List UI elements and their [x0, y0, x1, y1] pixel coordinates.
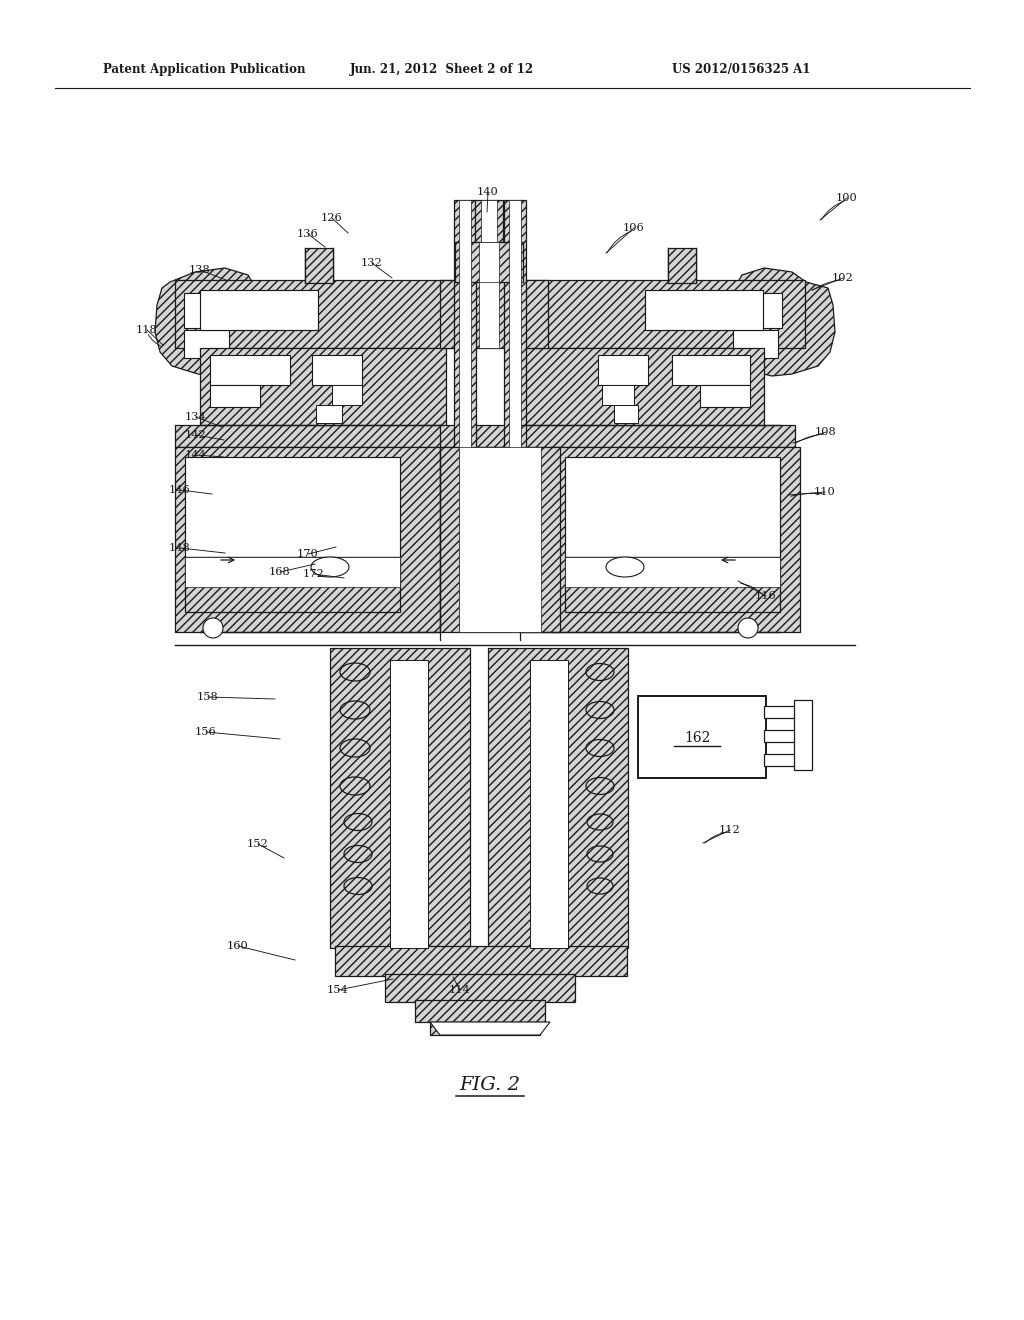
Text: 102: 102: [833, 273, 854, 282]
Text: Patent Application Publication: Patent Application Publication: [103, 63, 305, 77]
Bar: [316, 405, 342, 422]
Text: 152: 152: [247, 840, 269, 849]
Text: 106: 106: [624, 223, 645, 234]
Text: 108: 108: [815, 426, 837, 437]
Bar: [430, 1022, 540, 1035]
Bar: [335, 946, 627, 975]
Text: 118: 118: [136, 325, 158, 335]
Bar: [602, 385, 634, 405]
Bar: [645, 290, 763, 330]
Bar: [185, 557, 400, 612]
Bar: [550, 447, 800, 632]
Bar: [520, 348, 764, 426]
Text: 162: 162: [685, 731, 712, 744]
Bar: [440, 280, 548, 348]
Bar: [565, 457, 780, 557]
Circle shape: [203, 618, 223, 638]
Text: 156: 156: [196, 727, 217, 737]
Bar: [175, 447, 440, 632]
Bar: [733, 330, 778, 358]
Bar: [330, 648, 470, 948]
Bar: [481, 201, 497, 242]
Text: FIG. 2: FIG. 2: [460, 1076, 520, 1094]
Bar: [184, 330, 229, 358]
Text: 170: 170: [297, 549, 318, 558]
Polygon shape: [430, 1022, 550, 1035]
Text: 154: 154: [327, 985, 349, 995]
Text: 132: 132: [361, 257, 383, 268]
Text: 142: 142: [185, 430, 207, 440]
Bar: [565, 557, 780, 587]
Text: 172: 172: [303, 569, 325, 579]
Bar: [332, 385, 362, 405]
Bar: [614, 405, 638, 422]
Bar: [455, 242, 523, 282]
Bar: [764, 754, 798, 766]
Text: 100: 100: [837, 193, 858, 203]
Text: 140: 140: [477, 187, 499, 197]
Bar: [509, 201, 521, 630]
Bar: [440, 447, 560, 632]
Bar: [520, 280, 805, 348]
Bar: [668, 248, 696, 282]
Text: 136: 136: [297, 228, 318, 239]
Bar: [185, 457, 400, 557]
Text: 116: 116: [755, 591, 777, 601]
Bar: [479, 280, 499, 348]
Bar: [672, 355, 750, 385]
Bar: [638, 696, 766, 777]
Text: US 2012/0156325 A1: US 2012/0156325 A1: [672, 63, 810, 77]
Text: 160: 160: [227, 941, 249, 950]
Bar: [210, 355, 290, 385]
Bar: [385, 974, 575, 1002]
Bar: [475, 201, 503, 242]
Bar: [504, 201, 526, 630]
Circle shape: [738, 618, 758, 638]
Text: 144: 144: [185, 450, 207, 459]
Bar: [700, 385, 750, 407]
Text: 134: 134: [185, 412, 207, 422]
Bar: [565, 557, 780, 612]
Bar: [184, 293, 246, 327]
Bar: [200, 290, 318, 330]
Bar: [312, 355, 362, 385]
Bar: [390, 660, 428, 948]
Bar: [764, 706, 798, 718]
Bar: [185, 557, 400, 587]
Ellipse shape: [606, 557, 644, 577]
Bar: [454, 201, 476, 630]
Text: 146: 146: [169, 484, 190, 495]
Bar: [720, 293, 782, 327]
Bar: [200, 348, 446, 426]
Bar: [175, 425, 795, 447]
Polygon shape: [155, 268, 258, 376]
Bar: [459, 447, 541, 632]
Bar: [305, 248, 333, 282]
Bar: [530, 660, 568, 948]
Text: 114: 114: [450, 985, 471, 995]
Bar: [459, 201, 471, 630]
Ellipse shape: [311, 557, 349, 577]
Text: 110: 110: [814, 487, 836, 498]
Polygon shape: [732, 268, 835, 376]
Text: 126: 126: [322, 213, 343, 223]
Bar: [794, 700, 812, 770]
Text: 148: 148: [169, 543, 190, 553]
Bar: [488, 648, 628, 948]
Text: 138: 138: [189, 265, 211, 275]
Bar: [764, 730, 798, 742]
Bar: [598, 355, 648, 385]
Text: Jun. 21, 2012  Sheet 2 of 12: Jun. 21, 2012 Sheet 2 of 12: [350, 63, 535, 77]
Bar: [415, 1001, 545, 1022]
Bar: [479, 242, 499, 282]
Text: 158: 158: [198, 692, 219, 702]
Text: 168: 168: [269, 568, 291, 577]
Bar: [210, 385, 260, 407]
Text: 112: 112: [719, 825, 741, 836]
Bar: [175, 280, 465, 348]
